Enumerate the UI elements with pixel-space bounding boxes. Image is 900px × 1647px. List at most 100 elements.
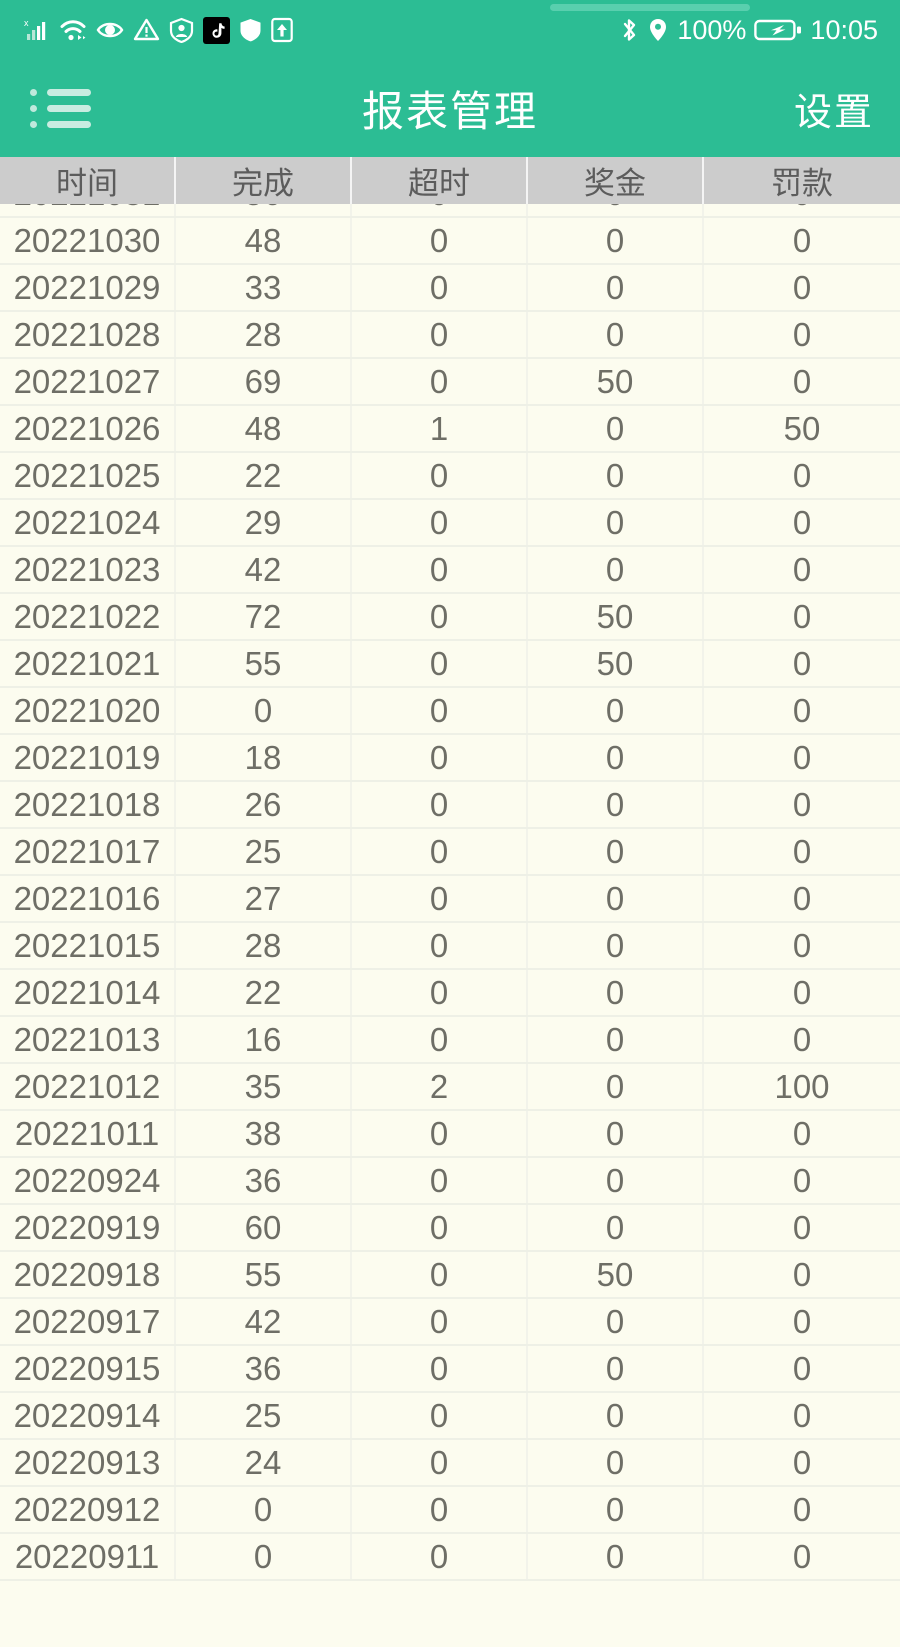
list-menu-icon[interactable]: [30, 79, 104, 139]
table-cell: 16: [176, 1017, 352, 1062]
table-cell: 0: [792, 456, 812, 494]
menu-dot: [30, 121, 37, 128]
table-row[interactable]: 20221015 28 0 0 0: [0, 923, 900, 970]
table-cell: 0: [176, 688, 352, 733]
table-cell: 20221023: [0, 547, 176, 592]
table-cell: 20221013: [0, 1017, 176, 1062]
table-row[interactable]: 20220918 55 0 50 0: [0, 1252, 900, 1299]
table-row[interactable]: 20220915 36 0 0 0: [0, 1346, 900, 1393]
page-title: 报表管理: [361, 88, 538, 135]
table-row[interactable]: 20221014 22 0 0 0: [0, 970, 900, 1017]
table-cell: 20221015: [0, 923, 176, 968]
column-header-completed[interactable]: 完成: [176, 157, 352, 204]
table-cell: 0: [528, 829, 704, 874]
column-header-bonus[interactable]: 奖金: [528, 157, 704, 204]
table-row[interactable]: 20221025 22 0 0 0: [0, 453, 900, 500]
table-cell: 0: [528, 735, 704, 780]
table-cell: 0: [352, 970, 528, 1015]
table-cell: 48: [176, 218, 352, 263]
table-cell: 27: [176, 876, 352, 921]
table-row[interactable]: 20221029 33 0 0 0: [0, 265, 900, 312]
bluetooth-icon: [619, 16, 639, 44]
table-row[interactable]: 2022103156000: [0, 204, 900, 218]
table-row[interactable]: 20220924 36 0 0 0: [0, 1158, 900, 1205]
table-cell: 0: [352, 312, 528, 357]
table-row[interactable]: 20221026 48 1 0 50: [0, 406, 900, 453]
table-cell: 36: [176, 1158, 352, 1203]
table-cell: 55: [176, 1252, 352, 1297]
table-cell: 0: [792, 315, 812, 353]
column-header-overtime[interactable]: 超时: [352, 157, 528, 204]
table-row[interactable]: 20221011 38 0 0 0: [0, 1111, 900, 1158]
table-row[interactable]: 20220914 25 0 0 0: [0, 1393, 900, 1440]
table-cell: 0: [528, 876, 704, 921]
table-cell: 0: [792, 1161, 812, 1199]
table-cell: 0: [792, 738, 812, 776]
clock-label: 10:05: [810, 14, 878, 45]
table-row[interactable]: 20221012 35 2 0 100: [0, 1064, 900, 1111]
table-cell: 100: [774, 1067, 830, 1105]
column-header-penalty[interactable]: 罚款: [771, 166, 833, 201]
table-cell: 0: [352, 1205, 528, 1250]
table-cell: 20221014: [0, 970, 176, 1015]
table-row[interactable]: 20220917 42 0 0 0: [0, 1299, 900, 1346]
table-cell: 20221024: [0, 500, 176, 545]
table-cell: 0: [792, 1208, 812, 1246]
table-row[interactable]: 20220913 24 0 0 0: [0, 1440, 900, 1487]
table-cell: 20221018: [0, 782, 176, 827]
menu-row: [30, 121, 104, 128]
table-row[interactable]: 20220919 60 0 0 0: [0, 1205, 900, 1252]
table-row[interactable]: 20221019 18 0 0 0: [0, 735, 900, 782]
table-cell: 0: [352, 923, 528, 968]
table-cell: 0: [704, 204, 900, 216]
table-cell: 18: [176, 735, 352, 780]
table-cell: 0: [792, 1114, 812, 1152]
table-row[interactable]: 20221022 72 0 50 0: [0, 594, 900, 641]
signal-bars-no-service-icon: x: [24, 17, 50, 43]
table-cell: 0: [352, 1346, 528, 1391]
column-header-time[interactable]: 时间: [0, 157, 176, 204]
table-cell: 20221027: [0, 359, 176, 404]
table-row[interactable]: 20221023 42 0 0 0: [0, 547, 900, 594]
table-cell: 0: [792, 1443, 812, 1481]
settings-button[interactable]: 设置: [793, 92, 874, 134]
table-cell: 0: [792, 832, 812, 870]
table-cell: 20220924: [0, 1158, 176, 1203]
table-cell: 20220917: [0, 1299, 176, 1344]
table-scroll-container[interactable]: 2022103156000202210304800020221029330002…: [0, 204, 900, 1581]
table-row[interactable]: 20221016 27 0 0 0: [0, 876, 900, 923]
table-cell: 0: [352, 1299, 528, 1344]
table-row[interactable]: 20221021 55 0 50 0: [0, 641, 900, 688]
table-cell: 0: [528, 1440, 704, 1485]
table-cell: 20221019: [0, 735, 176, 780]
table-row[interactable]: 20221013 16 0 0 0: [0, 1017, 900, 1064]
table-cell: 0: [792, 597, 812, 635]
table-cell: 60: [176, 1205, 352, 1250]
table-cell: 0: [352, 265, 528, 310]
table-cell: 50: [783, 409, 821, 447]
table-row[interactable]: 20221024 29 0 0 0: [0, 500, 900, 547]
table-row[interactable]: 20221030 48 0 0 0: [0, 218, 900, 265]
person-shield-icon: [169, 17, 194, 43]
table-cell: 0: [352, 641, 528, 686]
wifi-icon: [59, 17, 87, 43]
table-cell: 69: [176, 359, 352, 404]
table-cell: 36: [176, 1346, 352, 1391]
table-cell: 48: [176, 406, 352, 451]
table-cell: 20221025: [0, 453, 176, 498]
table-row[interactable]: 20220912 0 0 0 0: [0, 1487, 900, 1534]
table-cell: 20221030: [0, 218, 176, 263]
table-row[interactable]: 20221028 28 0 0 0: [0, 312, 900, 359]
table-row[interactable]: 20221018 26 0 0 0: [0, 782, 900, 829]
table-cell: 0: [792, 1255, 812, 1293]
tiktok-icon: [203, 16, 230, 44]
table-row[interactable]: 20221020 0 0 0 0: [0, 688, 900, 735]
table-row[interactable]: 20221017 25 0 0 0: [0, 829, 900, 876]
table-body[interactable]: 2022103156000202210304800020221029330002…: [0, 204, 900, 1647]
table-cell: 0: [352, 829, 528, 874]
shield-icon: [239, 17, 262, 43]
table-row[interactable]: 20221027 69 0 50 0: [0, 359, 900, 406]
table-cell: 0: [352, 500, 528, 545]
table-row[interactable]: 20220911 0 0 0 0: [0, 1534, 900, 1581]
table-cell: 20221021: [0, 641, 176, 686]
